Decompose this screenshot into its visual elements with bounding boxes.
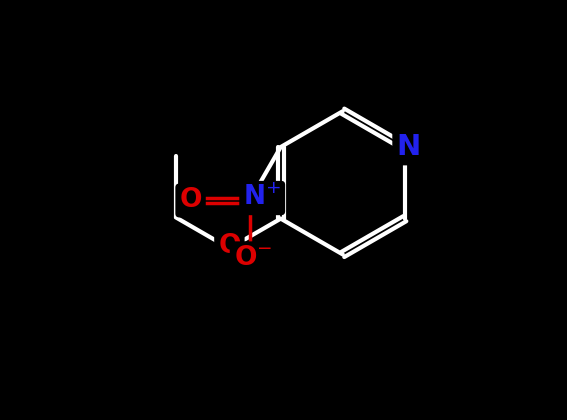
Text: O$^{-}$: O$^{-}$: [234, 245, 272, 271]
Text: N: N: [397, 133, 421, 161]
Text: O: O: [218, 233, 240, 259]
Text: O: O: [179, 187, 202, 213]
Text: N$^{+}$: N$^{+}$: [243, 185, 281, 211]
